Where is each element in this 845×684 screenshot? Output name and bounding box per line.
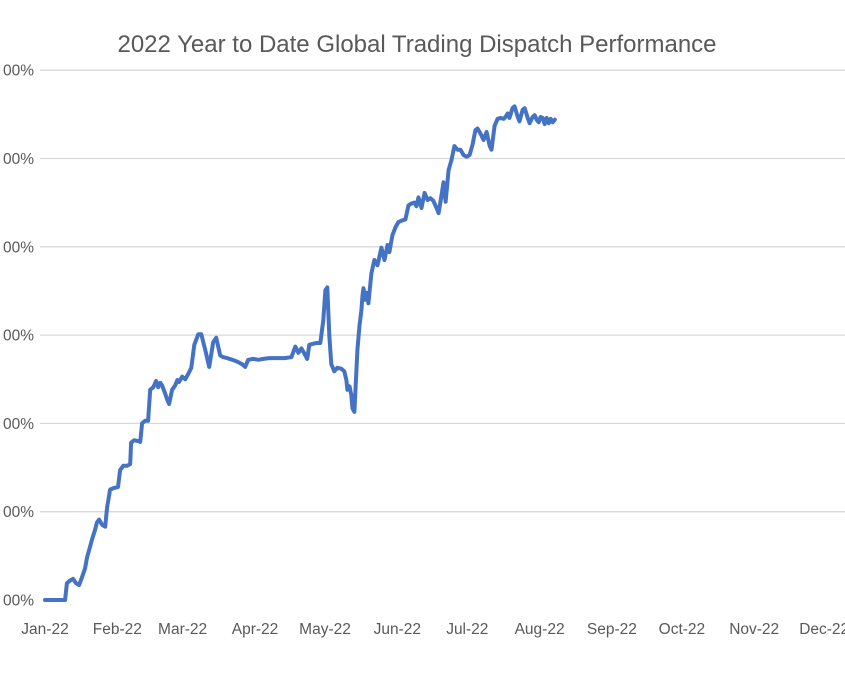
x-tick-label: May-22	[299, 621, 351, 638]
x-tick-label: Sep-22	[587, 621, 637, 638]
x-tick-label: Dec-22	[799, 621, 845, 638]
y-tick-label: 00%	[3, 239, 34, 256]
y-axis-labels-group: 00% 00% 00% 00% 00% 00% 00%	[3, 63, 34, 610]
x-tick-label: Jun-22	[374, 621, 421, 638]
x-tick-label: Apr-22	[232, 621, 279, 638]
gridlines-group	[40, 69, 845, 513]
performance-line	[43, 104, 557, 602]
y-tick-label: 00%	[3, 504, 34, 521]
x-axis-labels-group: Jan-22 Feb-22 Mar-22 Apr-22 May-22 Jun-22 Jul-…	[21, 621, 845, 638]
x-tick-label: Jul-22	[446, 621, 488, 638]
x-tick-label: Feb-22	[93, 621, 142, 638]
y-tick-label: 00%	[3, 151, 34, 168]
y-tick-label: 00%	[3, 416, 34, 433]
data-series-group	[43, 104, 557, 602]
x-tick-label: Jan-22	[21, 621, 68, 638]
x-tick-label: Aug-22	[515, 621, 565, 638]
y-tick-label: 00%	[3, 63, 34, 80]
chart-title: 2022 Year to Date Global Trading Dispatc…	[117, 31, 716, 58]
y-tick-label: 00%	[3, 328, 34, 345]
x-tick-label: Nov-22	[729, 621, 779, 638]
y-tick-label: 00%	[3, 593, 34, 610]
x-tick-label: Oct-22	[659, 621, 706, 638]
x-tick-label: Mar-22	[158, 621, 207, 638]
